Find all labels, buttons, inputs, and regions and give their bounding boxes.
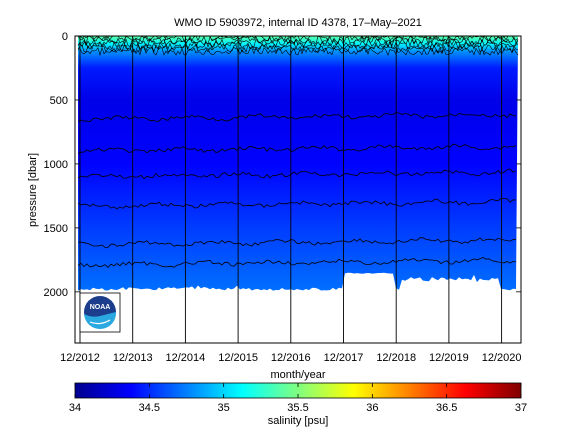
logo-text: NOAA bbox=[90, 304, 111, 311]
x-tick-label: 12/2012 bbox=[60, 352, 100, 364]
salinity-field bbox=[78, 36, 518, 291]
y-tick-label: 1500 bbox=[44, 223, 68, 235]
contour-lines bbox=[77, 112, 517, 268]
colorbar-label: salinity [psu] bbox=[268, 415, 329, 427]
x-tick-label: 12/2015 bbox=[218, 352, 258, 364]
contour-line bbox=[77, 168, 517, 180]
y-tick-label: 0 bbox=[62, 31, 68, 43]
x-axis-label: month/year bbox=[270, 369, 325, 381]
colorbar-tick-label: 35.5 bbox=[287, 402, 308, 414]
x-tick-label: 12/2019 bbox=[429, 352, 469, 364]
contour-line bbox=[77, 143, 517, 154]
colorbar-tick-label: 35 bbox=[218, 402, 230, 414]
x-tick-label: 12/2013 bbox=[113, 352, 153, 364]
colorbar-tick-label: 36 bbox=[366, 402, 378, 414]
colorbar-tick-label: 34 bbox=[69, 402, 81, 414]
contour-line bbox=[77, 257, 517, 268]
y-tick-label: 2000 bbox=[44, 287, 68, 299]
contour-line bbox=[77, 237, 517, 248]
y-axis: 0 500 1000 1500 2000 bbox=[44, 31, 521, 299]
noaa-logo: NOAA bbox=[79, 292, 121, 333]
colorbar-tick-label: 37 bbox=[515, 402, 527, 414]
plot-frame bbox=[74, 35, 522, 344]
x-tick-label: 12/2014 bbox=[166, 352, 206, 364]
logo-wave-line bbox=[89, 319, 111, 325]
y-tick-label: 1000 bbox=[44, 159, 68, 171]
y-tick-label: 500 bbox=[50, 95, 68, 107]
x-axis: 12/2012 12/2013 12/2014 12/2015 12/2016 12/20… bbox=[60, 352, 521, 364]
colorbar-tick-label: 36.5 bbox=[436, 402, 457, 414]
chart-title: WMO ID 5903972, internal ID 4378, 17–May… bbox=[174, 17, 422, 29]
colorbar-ticks: 34 34.5 35 35.5 36 36.5 37 bbox=[69, 383, 527, 414]
contour-line bbox=[77, 197, 517, 210]
contour-line bbox=[77, 112, 517, 123]
x-tick-label: 12/2018 bbox=[376, 352, 416, 364]
colorbar-tick-label: 34.5 bbox=[139, 402, 160, 414]
x-tick-label: 12/2020 bbox=[482, 352, 522, 364]
x-tick-label: 12/2017 bbox=[324, 352, 364, 364]
x-tick-label: 12/2016 bbox=[271, 352, 311, 364]
plot-area bbox=[75, 36, 521, 343]
surface-contour-band bbox=[77, 36, 519, 57]
logo-wave bbox=[84, 312, 117, 330]
colorbar: 34 34.5 35 35.5 36 36.5 37 salinity [psu] bbox=[69, 382, 527, 427]
y-axis-label: pressure [dbar] bbox=[27, 153, 39, 227]
